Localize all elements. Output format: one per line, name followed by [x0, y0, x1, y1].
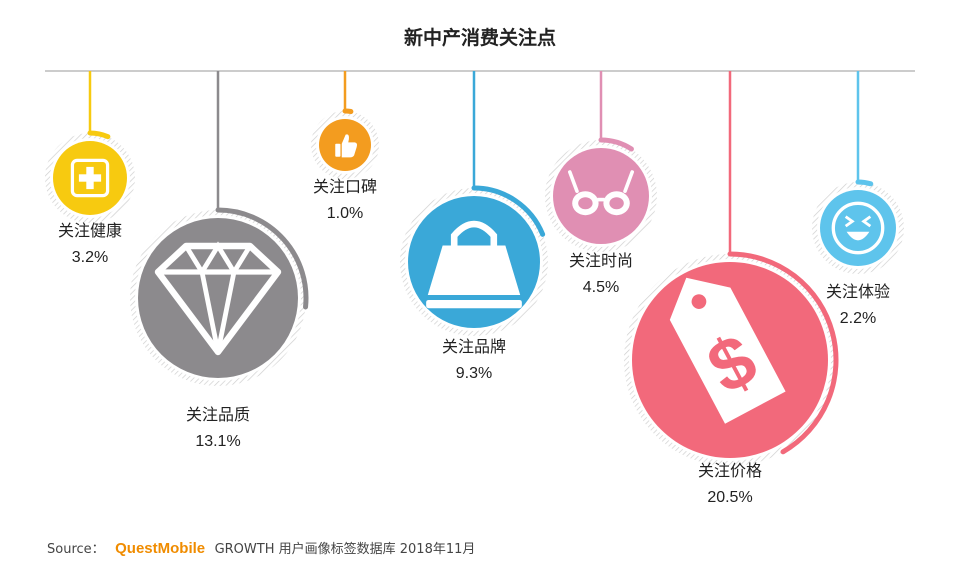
item-1: 关注健康 3.2%: [45, 71, 135, 266]
item-2: 关注品质 13.1%: [130, 71, 309, 450]
value-bubble: [138, 218, 298, 378]
value-arc: [342, 108, 354, 115]
category-label: 关注健康: [58, 221, 122, 240]
source-note: Source： QuestMobile GROWTH 用户画像标签数据库 201…: [47, 540, 475, 557]
svg-text:Source： QuestMobile: Source： QuestMobile GROWTH 用户画像标签数据库 201…: [47, 540, 475, 557]
value-bubble: [553, 148, 649, 244]
category-label: 关注品质: [186, 405, 250, 424]
smiley-icon: [831, 201, 885, 255]
value-label: 2.2%: [840, 310, 876, 327]
category-label: 关注品牌: [442, 337, 506, 356]
value-arc: [727, 251, 839, 455]
category-label: 关注价格: [698, 461, 762, 480]
category-label: 关注体验: [826, 282, 890, 301]
value-arc: [215, 207, 309, 310]
value-label: 9.3%: [456, 365, 492, 382]
item-7: 关注体验 2.2%: [812, 71, 904, 327]
value-label: 4.5%: [583, 279, 619, 296]
value-label: 13.1%: [195, 433, 240, 450]
item-4: 关注品牌 9.3%: [400, 71, 548, 382]
thumbs-up-icon: [335, 134, 358, 158]
glasses-icon: [568, 170, 634, 216]
plus-icon: [70, 158, 110, 198]
chart-title: 新中产消费关注点: [404, 26, 556, 49]
value-label: 3.2%: [72, 249, 108, 266]
value-arc: [471, 185, 546, 237]
category-label: 关注口碑: [313, 177, 377, 196]
value-arc: [87, 130, 111, 140]
source-brand: QuestMobile: [115, 540, 205, 557]
value-arc: [855, 179, 874, 187]
value-label: 20.5%: [707, 489, 752, 506]
value-label: 1.0%: [327, 205, 363, 222]
source-prefix: Source：: [47, 542, 105, 557]
category-label: 关注时尚: [569, 251, 633, 270]
value-bubble: [820, 190, 896, 266]
chart-items: 关注健康 3.2% 关注品质 13.1% 关注口碑 1.0% 关注品牌 9.3% 关注时尚 4.5…: [45, 71, 904, 506]
shopping-bag-icon: [426, 220, 522, 309]
diamond-icon: [154, 241, 282, 356]
item-3: 关注口碑 1.0%: [311, 71, 379, 222]
item-5: 关注时尚 4.5%: [545, 71, 657, 296]
source-text: GROWTH 用户画像标签数据库 2018年11月: [215, 541, 476, 557]
value-arc: [598, 137, 634, 152]
